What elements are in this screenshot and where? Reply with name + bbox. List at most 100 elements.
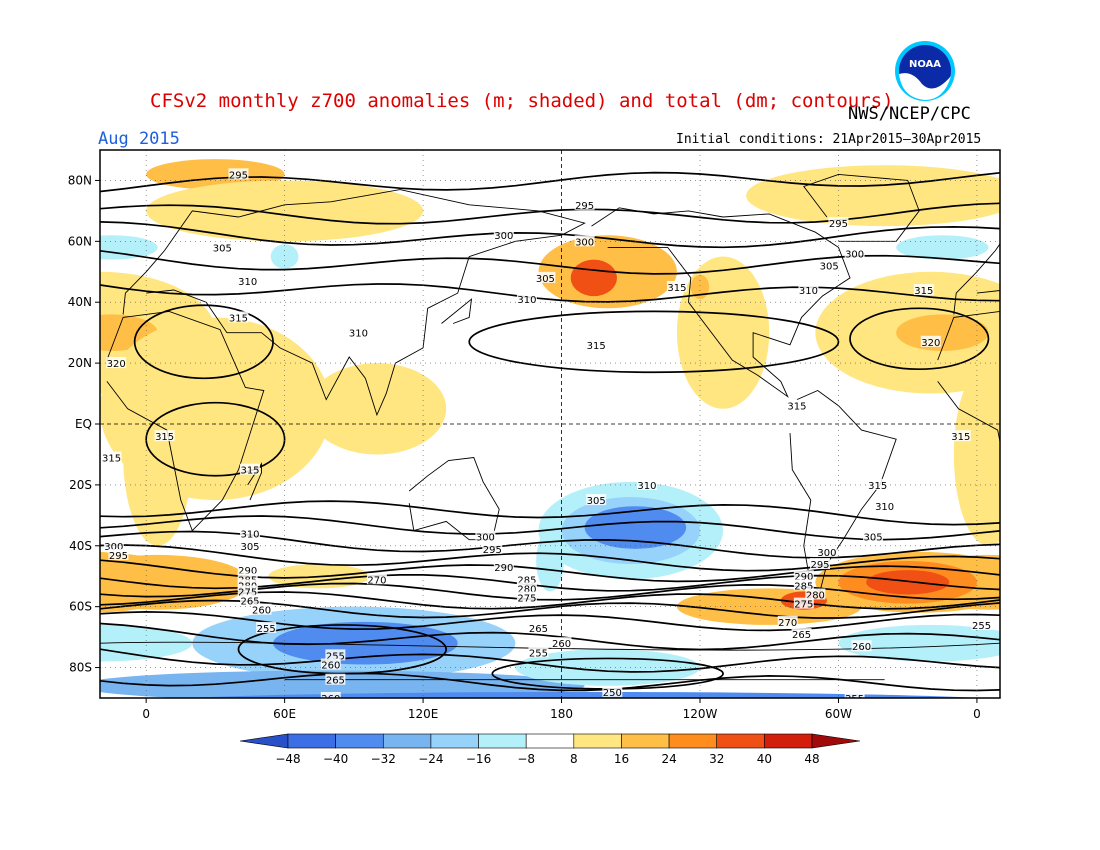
contour-label: 255 [529, 648, 548, 659]
contour-label-bg [516, 573, 537, 585]
contour-label: 270 [778, 618, 797, 629]
contour-label: 305 [864, 533, 883, 544]
height-contours [100, 171, 1000, 692]
contour-label: 260 [321, 661, 340, 672]
anomaly-region [953, 363, 1000, 546]
contour-label: 310 [240, 530, 259, 541]
contour-line [468, 310, 840, 374]
coastline [106, 310, 265, 532]
contour-label: 260 [321, 694, 340, 705]
coastline [408, 457, 500, 541]
contour-line [849, 307, 990, 371]
contour-label-bg [493, 229, 514, 241]
contour-label-bg [240, 594, 260, 606]
forecast-month: Aug 2015 [98, 129, 180, 149]
contour-label-bg [535, 271, 556, 283]
colorbar-swatch [335, 733, 384, 749]
contour-label-bg [228, 311, 249, 323]
contour-label: 315 [587, 341, 606, 352]
contour-label-bg [240, 463, 260, 475]
contour-label: 280 [806, 590, 825, 601]
contour-label-bg [913, 284, 934, 296]
anomaly-region [896, 314, 989, 351]
coastline [591, 207, 851, 398]
colorbar-label: −48 [275, 752, 300, 766]
contour-label: 315 [914, 286, 933, 297]
contour-label: 315 [951, 432, 970, 443]
contour-label: 295 [109, 551, 128, 562]
contour-label: 315 [102, 453, 121, 464]
contour-label: 275 [517, 594, 536, 605]
contour-line [100, 611, 1000, 632]
anomaly-region [123, 363, 193, 546]
contour-label: 290 [494, 563, 513, 574]
contour-label-bg [101, 451, 122, 463]
colorbar-swatch [764, 733, 813, 749]
contour-label-bg [666, 281, 687, 292]
contour-label: 310 [238, 277, 257, 288]
continent-outlines [100, 173, 1000, 681]
contour-label-bg [819, 259, 840, 271]
colorbar-swatch [621, 733, 670, 749]
contour-label: 305 [536, 274, 555, 285]
y-tick-label: 40N [68, 295, 92, 309]
contour-label: 265 [529, 624, 548, 635]
anomaly-region [270, 244, 299, 269]
coastline [789, 389, 897, 593]
contour-label: 320 [107, 359, 126, 370]
contour-label-bg [586, 494, 607, 506]
contour-label-bg [805, 588, 826, 600]
y-tick-label: 60S [69, 600, 92, 614]
contour-label-bg [348, 326, 369, 338]
colorbar-label: 32 [709, 752, 724, 766]
colorbar-swatch [430, 733, 479, 749]
contour-label: 285 [794, 581, 813, 592]
noaa-logo-icon: NOAA [895, 41, 955, 101]
grid-lines [100, 150, 1000, 698]
contour-label: 300 [845, 250, 864, 261]
contour-line [100, 622, 1000, 651]
anomaly-region [866, 570, 950, 595]
anomaly-region [584, 506, 687, 549]
contour-line [100, 544, 1000, 572]
contour-label: 275 [794, 600, 813, 611]
contour-label: 255 [326, 651, 345, 662]
contour-label-bg [851, 640, 872, 652]
contour-label-bg [874, 500, 895, 512]
y-tick-label: EQ [75, 417, 92, 431]
contour-label: 295 [483, 545, 502, 556]
contour-label: 290 [238, 566, 257, 577]
x-tick-label: 60E [273, 707, 296, 721]
contour-label-bg [950, 430, 971, 442]
contour-label-bg [844, 692, 865, 698]
colorbar-swatch [382, 733, 432, 749]
contour-labels: 2952952953003003003053053053103103103103… [101, 168, 992, 705]
contour-label-bg [493, 561, 514, 573]
colorbar-swatch [478, 733, 527, 749]
contour-label: 300 [476, 533, 495, 544]
noaa-logo-text: NOAA [909, 59, 941, 70]
contour-line [100, 500, 1000, 526]
contour-label-bg [325, 649, 346, 661]
contour-label-bg [793, 570, 814, 582]
contour-label: 270 [367, 575, 386, 586]
contour-label: 305 [213, 243, 232, 254]
contour-label: 305 [820, 262, 839, 273]
contour-label-bg [528, 621, 549, 633]
x-tick-label: 60W [825, 707, 852, 721]
contour-label: 265 [240, 597, 259, 608]
contour-line [100, 171, 1000, 193]
x-tick-label: 120E [408, 707, 439, 721]
contour-label: 265 [326, 676, 345, 687]
contour-label: 285 [517, 575, 536, 586]
anomaly-region [536, 530, 564, 592]
contour-label-bg [551, 637, 572, 649]
contour-label: 315 [787, 402, 806, 413]
y-tick-label: 40S [69, 539, 92, 553]
contour-line [145, 401, 286, 477]
colorbar-label: −16 [466, 752, 491, 766]
contour-line [100, 672, 1000, 692]
colorbar-label: −8 [517, 752, 535, 766]
contour-label-bg [482, 542, 503, 554]
contour-label-bg [240, 539, 260, 551]
